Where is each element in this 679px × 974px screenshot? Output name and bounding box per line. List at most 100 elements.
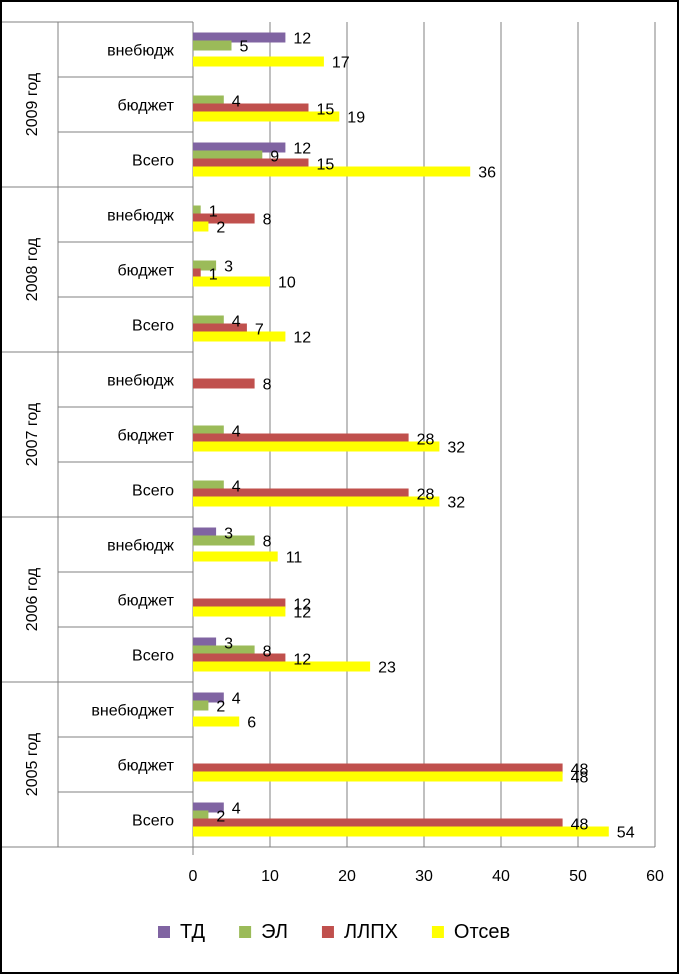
bar-ЛЛПХ — [193, 158, 309, 169]
bar-Отсев — [193, 661, 371, 672]
category-label: Всего — [132, 813, 174, 830]
data-label: 8 — [263, 644, 272, 661]
bar-ЛЛПХ — [193, 378, 255, 389]
bar-ЭЛ — [193, 480, 224, 491]
category-label: внебюдж — [107, 208, 174, 225]
legend-swatch-ТД — [158, 926, 170, 938]
bar-ЛЛПХ — [193, 653, 286, 664]
bar-ЛЛПХ — [193, 433, 409, 444]
bar-Отсев — [193, 716, 240, 727]
data-label: 5 — [240, 39, 249, 56]
x-axis-ticks: 0 10 20 30 40 50 60 — [189, 868, 664, 885]
data-label: 4 — [232, 801, 241, 818]
data-label: 32 — [447, 495, 465, 512]
bar-ЛЛПХ — [193, 598, 286, 609]
legend-label: ТД — [180, 921, 206, 943]
category-label: внебюдж — [107, 373, 174, 390]
bars — [193, 32, 609, 837]
data-label: 3 — [224, 636, 233, 653]
category-label: бюджет — [117, 593, 174, 610]
bar-ЛЛПХ — [193, 818, 563, 829]
bar-ЭЛ — [193, 535, 255, 546]
data-label: 12 — [293, 597, 311, 614]
legend-label: Отсев — [454, 921, 510, 943]
data-label: 23 — [378, 660, 396, 677]
bar-ЛЛПХ — [193, 488, 409, 499]
bar-Отсев — [193, 441, 440, 452]
data-label: 32 — [447, 440, 465, 457]
bar-ЭЛ — [193, 260, 217, 271]
bar-Отсев — [193, 606, 286, 617]
x-tick-label: 60 — [646, 868, 664, 885]
data-label: 4 — [232, 691, 241, 708]
bar-ЭЛ — [193, 40, 232, 51]
data-label: 8 — [263, 212, 272, 229]
x-tick-label: 50 — [569, 868, 587, 885]
category-label: Всего — [132, 483, 174, 500]
category-label: бюджет — [117, 98, 174, 115]
bar-Отсев — [193, 276, 270, 287]
data-label: 8 — [263, 534, 272, 551]
data-label: 36 — [478, 165, 496, 182]
legend-swatch-ЛЛПХ — [321, 926, 334, 938]
data-label: 17 — [332, 55, 350, 72]
bar-ТД — [193, 692, 224, 703]
bar-Отсев — [193, 826, 609, 837]
category-label: бюджет — [117, 758, 174, 775]
legend-label: ЛЛПХ — [344, 921, 398, 943]
year-label: 2006 год — [24, 567, 41, 631]
bar-ЛЛПХ — [193, 268, 201, 279]
data-label: 1 — [209, 204, 218, 221]
bar-ТД — [193, 637, 217, 648]
data-label: 48 — [571, 762, 589, 779]
bar-Отсев — [193, 331, 286, 342]
data-label: 6 — [247, 715, 256, 732]
data-label: 4 — [232, 314, 241, 331]
x-tick-label: 0 — [189, 868, 198, 885]
bar-ТД — [193, 32, 286, 43]
bar-ЭЛ — [193, 425, 224, 436]
category-label: внебюдж — [107, 43, 174, 60]
category-label: внебюджет — [91, 703, 174, 720]
data-label: 48 — [571, 817, 589, 834]
x-tick-label: 20 — [338, 868, 356, 885]
legend-label: ЭЛ — [261, 921, 288, 943]
x-tick-label: 10 — [261, 868, 279, 885]
bar-Отсев — [193, 111, 340, 122]
category-label: бюджет — [117, 263, 174, 280]
year-label: 2008 год — [24, 237, 41, 301]
data-label: 2 — [216, 809, 225, 826]
year-label: 2005 год — [24, 732, 41, 796]
bar-Отсев — [193, 166, 471, 177]
data-label: 12 — [293, 605, 311, 622]
bar-ЛЛПХ — [193, 763, 563, 774]
year-label: 2009 год — [24, 72, 41, 136]
x-tick-label: 30 — [415, 868, 433, 885]
bar-ТД — [193, 802, 224, 813]
data-label: 12 — [293, 652, 311, 669]
data-label: 54 — [617, 825, 635, 842]
x-tick-label: 40 — [492, 868, 510, 885]
data-label: 9 — [270, 149, 279, 166]
bar-ТД — [193, 527, 217, 538]
data-label: 28 — [417, 487, 435, 504]
bar-Отсев — [193, 771, 563, 782]
bar-Отсев — [193, 56, 324, 67]
bar-ЛЛПХ — [193, 103, 309, 114]
data-label: 3 — [224, 259, 233, 276]
data-label: 15 — [317, 157, 335, 174]
bar-Отсев — [193, 221, 209, 232]
bar-ТД — [193, 142, 286, 153]
year-label: 2007 год — [24, 402, 41, 466]
data-label: 12 — [293, 141, 311, 158]
category-label: бюджет — [117, 428, 174, 445]
bar-ЭЛ — [193, 150, 263, 161]
bar-ЛЛПХ — [193, 323, 247, 334]
legend-swatch-Отсев — [431, 926, 444, 938]
category-label: Всего — [132, 318, 174, 335]
data-label: 2 — [216, 220, 225, 237]
bar-Отсев — [193, 496, 440, 507]
